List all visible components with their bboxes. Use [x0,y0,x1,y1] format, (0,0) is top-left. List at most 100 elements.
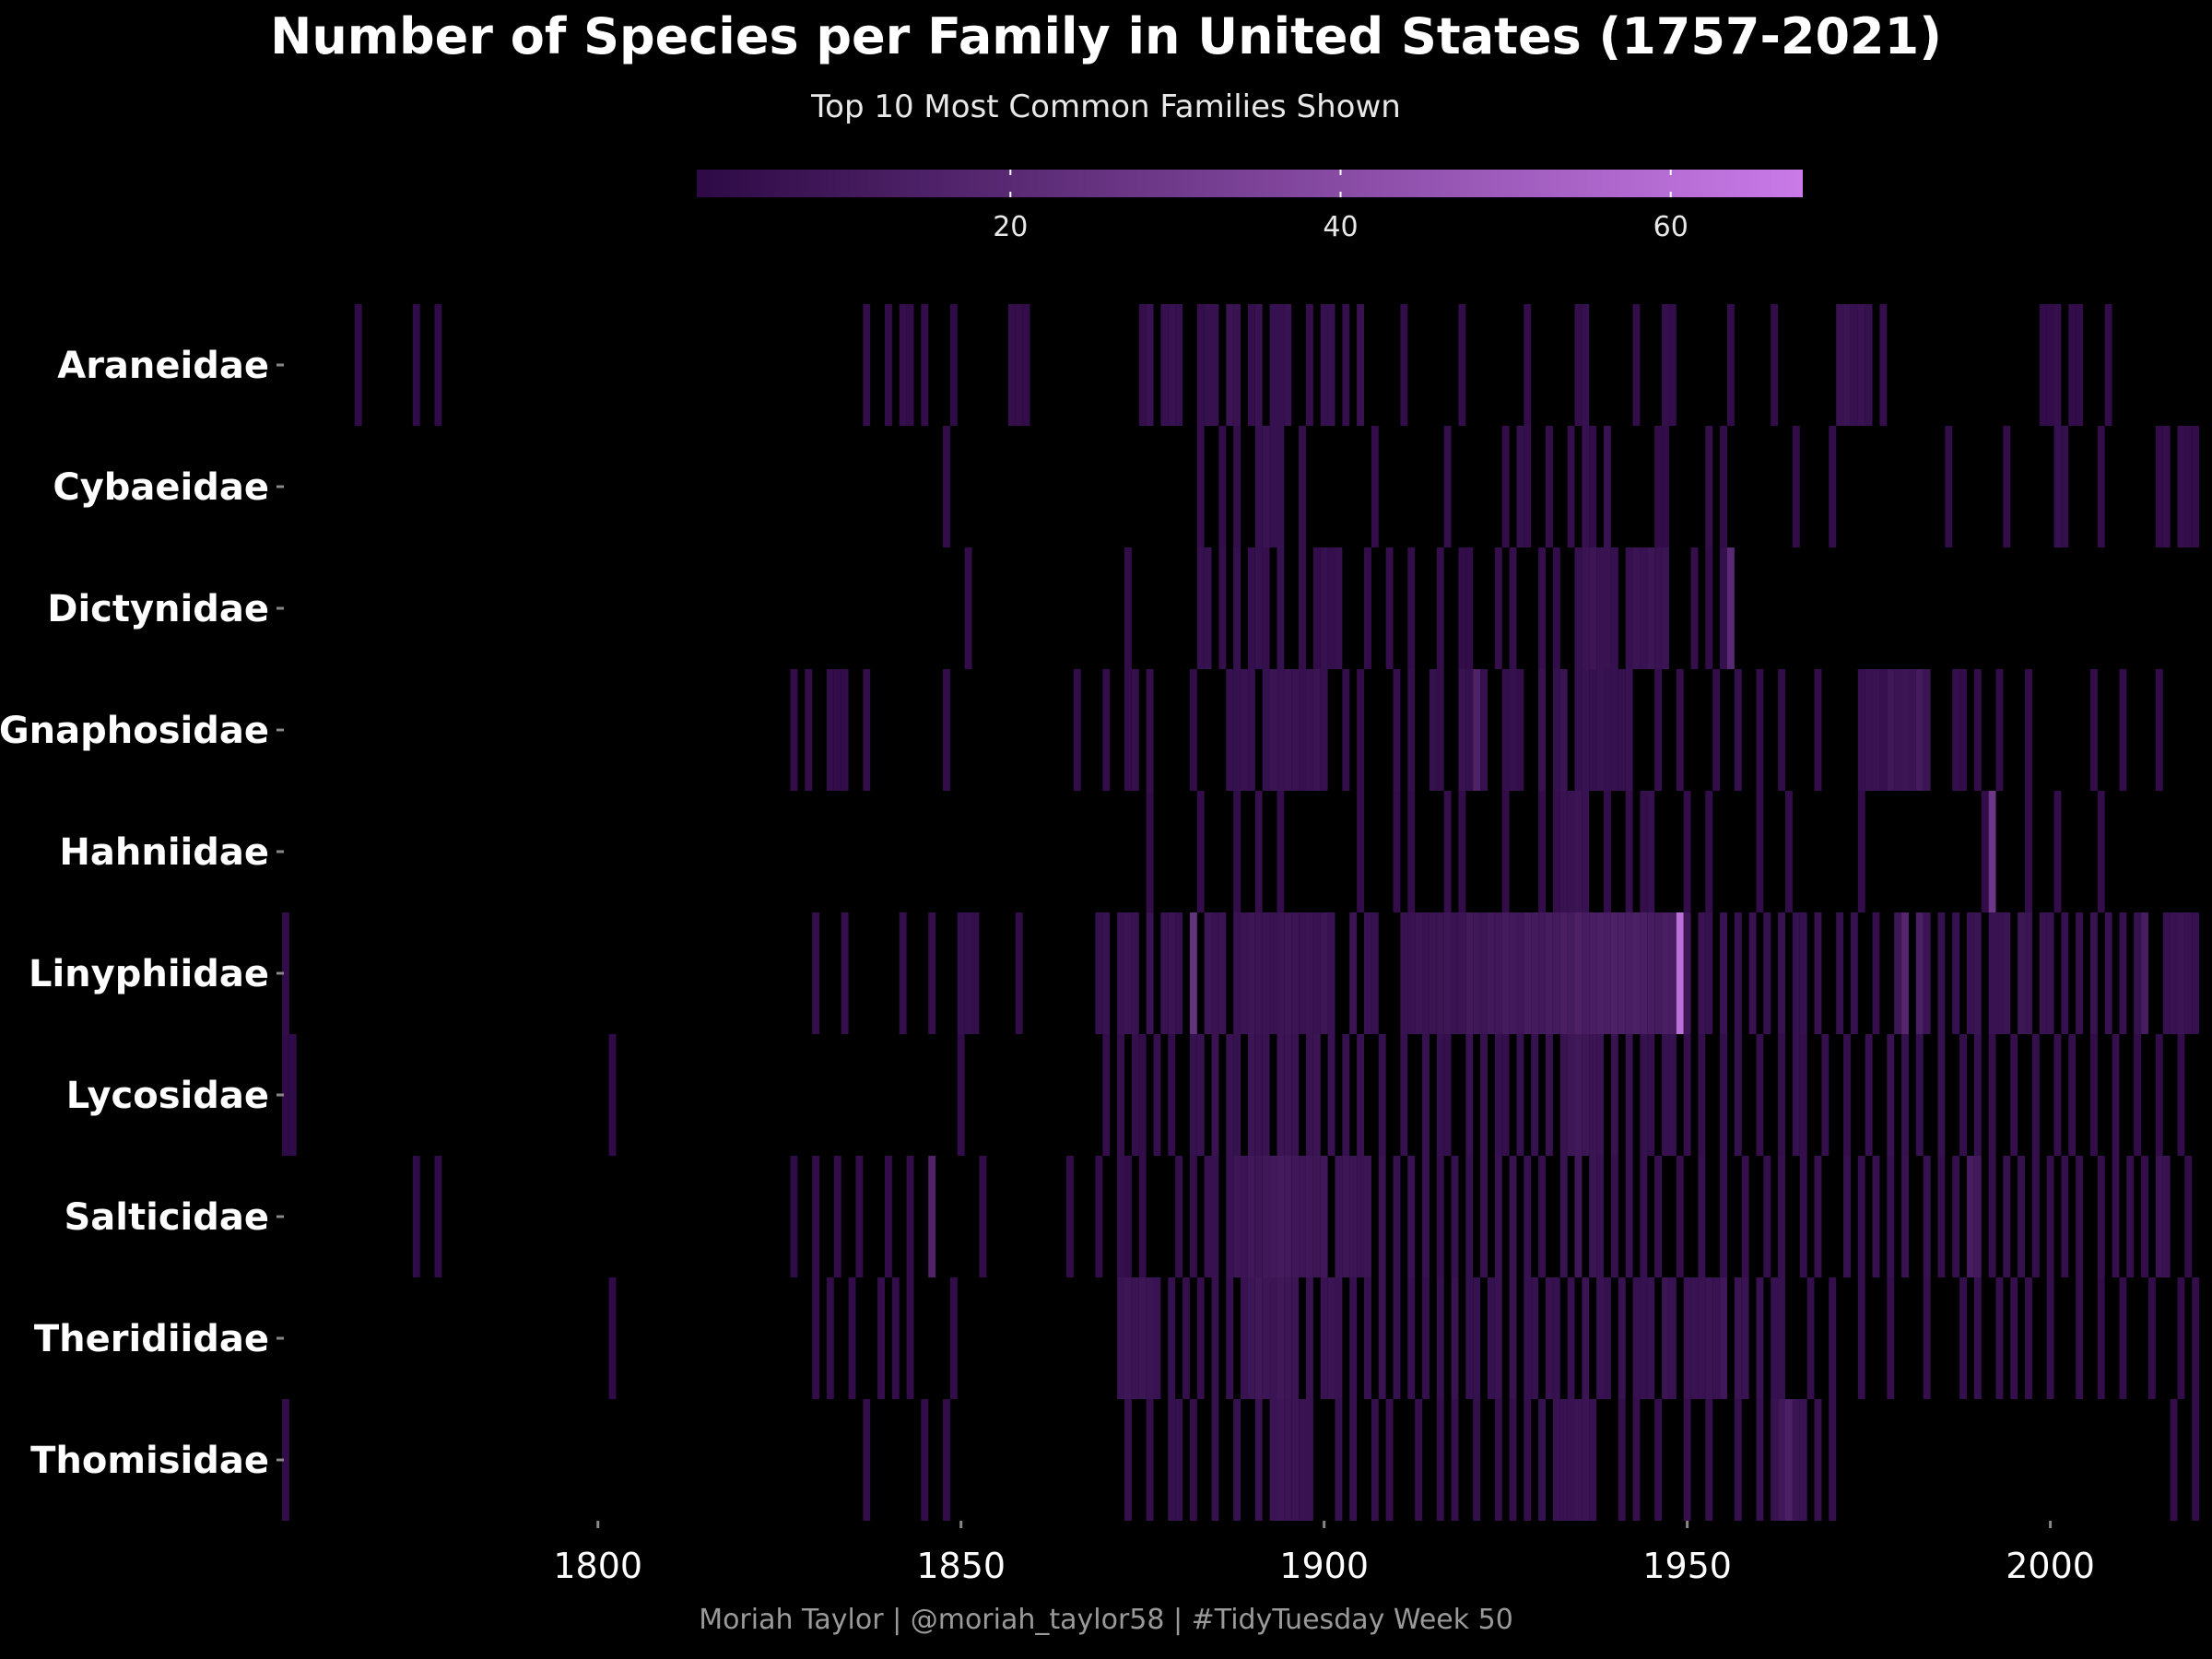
heatmap-cell [1945,426,1953,547]
heatmap-cell [1204,547,1212,669]
heatmap-cell [848,1277,856,1399]
heatmap-cell [1305,1156,1313,1277]
heatmap-cell [1647,912,1655,1034]
legend-colorbar [697,170,1803,197]
heatmap-cell [1415,912,1423,1034]
heatmap-cell [1407,547,1416,669]
heatmap-cell [1168,1034,1176,1156]
chart-title: Number of Species per Family in United S… [270,7,1942,65]
heatmap-cell [1589,1156,1597,1277]
heatmap-cell [1640,912,1648,1034]
heatmap-cell [1312,912,1321,1034]
heatmap-cell [1480,1156,1488,1277]
heatmap-cell [1763,1156,1771,1277]
heatmap-cell [790,669,798,791]
heatmap-cell [1654,669,1663,791]
heatmap-cell [2046,1156,2054,1277]
heatmap-cell [1168,304,1176,426]
heatmap-cell [1153,1277,1161,1399]
heatmap-cell [1254,912,1263,1034]
heatmap-cell [1574,912,1583,1034]
heatmap-cell [1189,1399,1197,1521]
heatmap-cell [1291,912,1300,1034]
heatmap-cell [1698,1034,1706,1156]
heatmap-cell [1501,1034,1510,1156]
heatmap-cell [1988,1034,1996,1156]
heatmap-cell [2068,304,2077,426]
heatmap-cell [1335,1156,1343,1277]
heatmap-cell [1436,1034,1444,1156]
heatmap-cell [2031,1156,2040,1277]
heatmap-cell [1799,1034,1807,1156]
heatmap-cell [1327,912,1335,1034]
heatmap-cell [1662,912,1669,1034]
heatmap-cell [1465,547,1474,669]
heatmap-cell [1284,1399,1292,1521]
heatmap-cell [1552,547,1560,669]
heatmap-cell [2192,912,2200,1034]
heatmap-cell [1254,1034,1263,1156]
heatmap-cell [1458,791,1466,912]
heatmap-cell [1436,547,1444,669]
heatmap-cell [1756,1399,1764,1521]
heatmap-cell [1218,547,1227,669]
heatmap-cell [1582,1277,1590,1399]
heatmap-cell [921,304,929,426]
heatmap-cell [2119,669,2127,791]
heatmap-cell [1357,304,1365,426]
heatmap-cell [1509,1399,1517,1521]
heatmap-cell [2162,1156,2171,1277]
heatmap-cell [1335,1277,1343,1399]
heatmap-cell [1291,1156,1300,1277]
heatmap-cell [1146,912,1154,1034]
heatmap-cell [1501,912,1510,1034]
heatmap-cell [1196,304,1205,426]
heatmap-cell [812,912,820,1034]
heatmap-cell [1589,547,1597,669]
heatmap-cell [1073,669,1081,791]
heatmap-cell [1385,547,1394,669]
heatmap-cell [863,669,871,791]
legend-tick-label: 60 [1653,211,1688,243]
heatmap-cell [1305,669,1313,791]
heatmap-cell [1465,1156,1474,1277]
heatmap-cell [1262,1156,1270,1277]
heatmap-cell [1327,304,1335,426]
heatmap-cell [1124,1156,1132,1277]
heatmap-cell [1734,1034,1742,1156]
heatmap-cell [1610,669,1618,791]
heatmap-cell [884,1156,892,1277]
heatmap-cell [1559,791,1568,912]
heatmap-cell [1690,1277,1699,1399]
heatmap-cell [1393,1156,1401,1277]
y-tick-label: Thomisidae [30,1440,269,1482]
heatmap-cell [1734,912,1742,1034]
heatmap-cell [1494,1034,1502,1156]
heatmap-cell [1545,426,1553,547]
heatmap-cell [1175,1399,1183,1521]
heatmap-cell [1385,1399,1394,1521]
heatmap-cell [1327,547,1335,669]
heatmap-cell [2061,912,2069,1034]
heatmap-cell [1625,669,1633,791]
heatmap-cell [1538,1156,1546,1277]
heatmap-cell [1850,912,1858,1034]
heatmap-cell [1799,1399,1807,1521]
heatmap-cell [1262,1277,1270,1399]
heatmap-cell [434,304,442,426]
heatmap-cell [1160,912,1169,1034]
heatmap-cell [949,304,958,426]
heatmap-cell [2192,426,2200,547]
heatmap-cell [1582,912,1590,1034]
heatmap-cell [1531,1277,1539,1399]
heatmap-cell [1138,1034,1147,1156]
heatmap-cell [1915,912,1924,1034]
heatmap-cell [1371,426,1379,547]
heatmap-cell [1596,547,1605,669]
heatmap-cell [1720,426,1727,547]
heatmap-cell [1552,791,1560,912]
heatmap-cell [1436,1399,1444,1521]
heatmap-cell [1589,1399,1597,1521]
heatmap-cell [2025,669,2032,791]
heatmap-cell [1393,669,1401,791]
